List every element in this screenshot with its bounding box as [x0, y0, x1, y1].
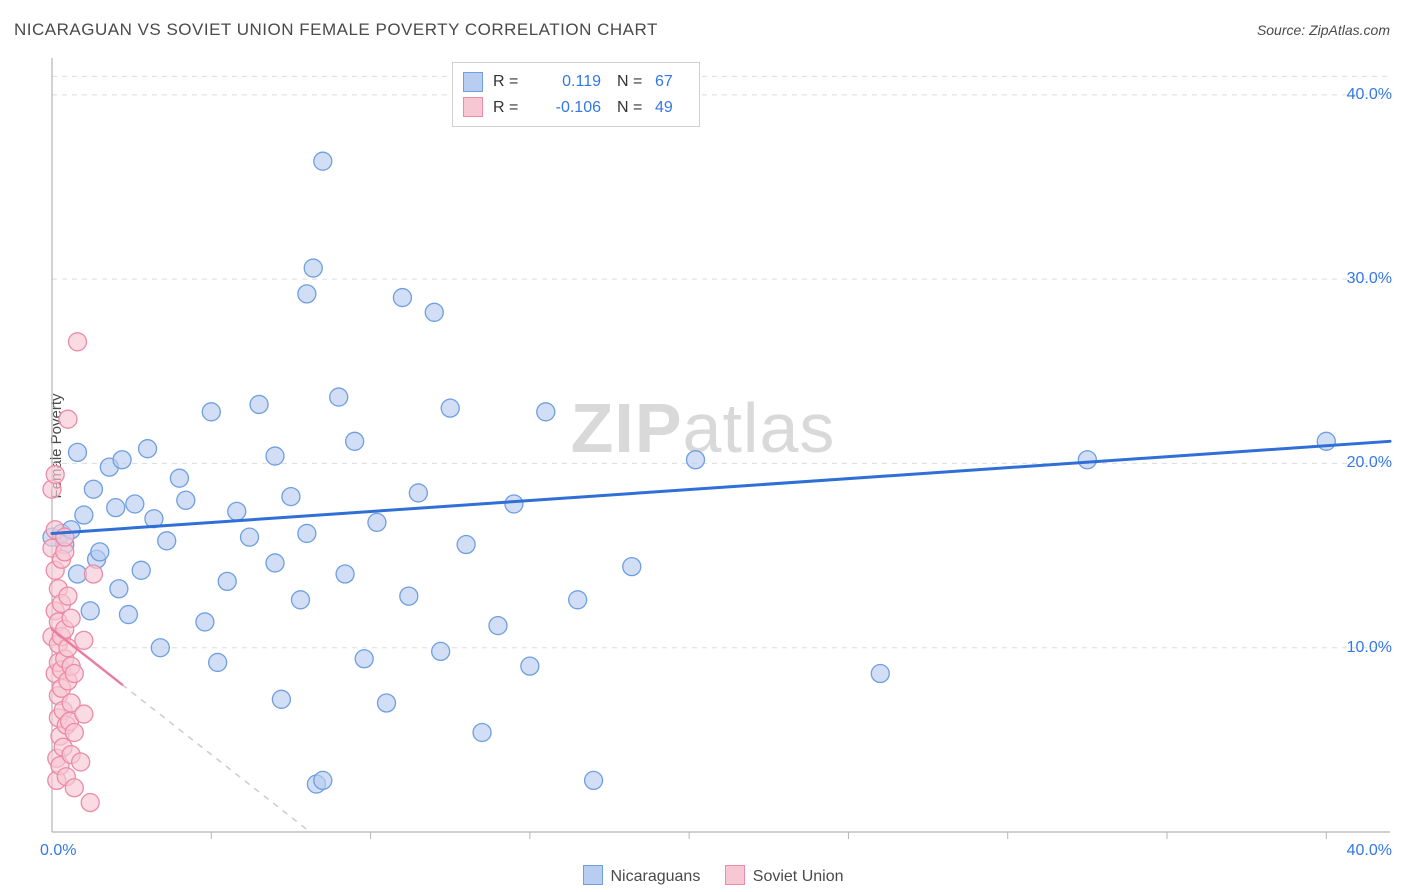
legend-label: Soviet Union — [753, 868, 844, 885]
y-tick-label: 10.0% — [1347, 639, 1392, 657]
n-value: 67 — [655, 69, 685, 95]
r-value: 0.119 — [531, 69, 601, 95]
r-label: R = — [493, 95, 521, 121]
legend-series: Nicaraguans Soviet Union — [0, 865, 1406, 886]
legend-row: R = 0.119 N = 67 — [463, 69, 685, 95]
x-tick-0: 0.0% — [40, 842, 76, 860]
legend-row: R = -0.106 N = 49 — [463, 95, 685, 121]
legend-swatch — [463, 72, 483, 92]
r-label: R = — [493, 69, 521, 95]
r-value: -0.106 — [531, 95, 601, 121]
legend-label: Nicaraguans — [611, 868, 701, 885]
n-value: 49 — [655, 95, 685, 121]
legend-stats: R = 0.119 N = 67 R = -0.106 N = 49 — [452, 62, 700, 127]
legend-swatch — [463, 97, 483, 117]
x-tick-max: 40.0% — [1347, 842, 1392, 860]
y-tick-label: 20.0% — [1347, 454, 1392, 472]
legend-swatch — [583, 865, 603, 885]
legend-swatch — [725, 865, 745, 885]
y-tick-label: 40.0% — [1347, 86, 1392, 104]
y-tick-label: 30.0% — [1347, 270, 1392, 288]
scatter-plot — [0, 0, 1406, 892]
n-label: N = — [617, 69, 645, 95]
n-label: N = — [617, 95, 645, 121]
